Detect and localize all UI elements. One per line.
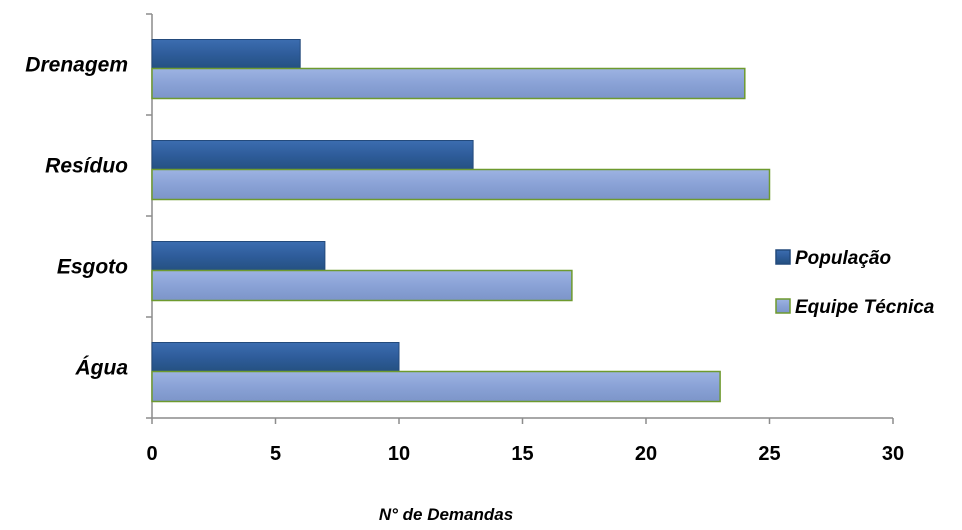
- category-label: Drenagem: [25, 54, 128, 77]
- legend-swatch: [775, 249, 791, 265]
- bar-populacao-0: [151, 342, 400, 373]
- category-label: Resíduo: [45, 155, 128, 178]
- x-tick-label: 10: [388, 443, 410, 465]
- x-tick-label: 15: [511, 443, 533, 465]
- x-tick-label: 20: [635, 443, 657, 465]
- x-axis-title: N° de Demandas: [379, 505, 513, 524]
- bar-equipe-tecnica-3: [151, 67, 746, 100]
- legend-label: Equipe Técnica: [795, 297, 935, 318]
- bar-populacao-3: [151, 39, 301, 70]
- x-tick-label: 25: [758, 443, 780, 465]
- bar-populacao-2: [151, 140, 474, 171]
- legend-label: População: [795, 248, 891, 269]
- legend: População Equipe Técnica: [775, 248, 935, 318]
- labels: 0 5 10 15 20 25 30 Água Esgoto Resíduo Drenagem: [25, 54, 904, 466]
- legend-swatch: [775, 298, 791, 314]
- bars: [151, 39, 771, 403]
- x-tick-label: 0: [146, 443, 157, 465]
- bar-equipe-tecnica-2: [151, 168, 771, 201]
- category-label: Água: [75, 357, 129, 380]
- bar-equipe-tecnica-0: [151, 370, 721, 403]
- x-tick-label: 5: [270, 443, 281, 465]
- category-label: Esgoto: [57, 256, 128, 279]
- bar-equipe-tecnica-1: [151, 269, 573, 302]
- x-tick-label: 30: [882, 443, 904, 465]
- bar-populacao-1: [151, 241, 326, 272]
